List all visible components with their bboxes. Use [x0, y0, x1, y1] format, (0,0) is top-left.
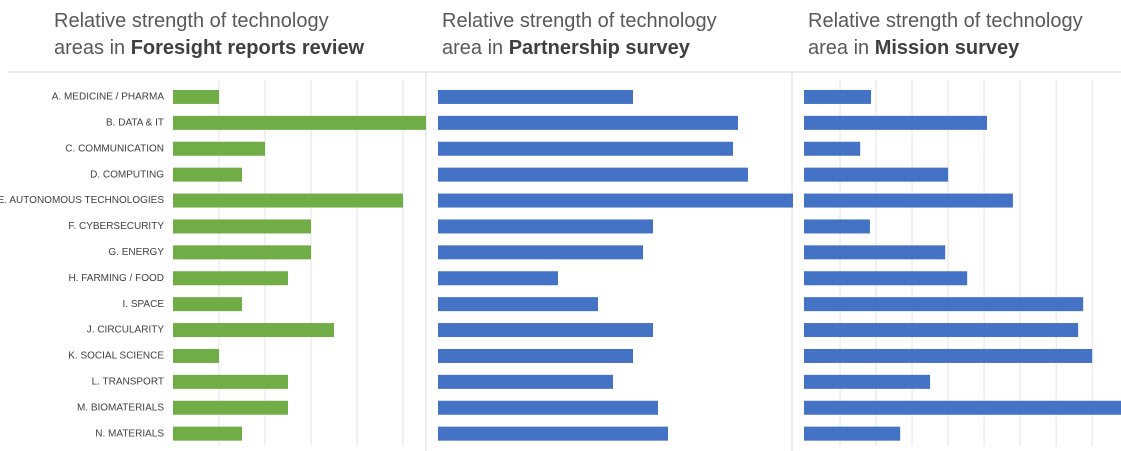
bar — [438, 219, 653, 234]
bar — [438, 323, 653, 338]
bar — [804, 141, 861, 156]
bar — [438, 141, 733, 156]
bar — [804, 426, 901, 441]
bar — [438, 400, 658, 415]
y-tick-label: H. FARMING / FOOD — [68, 273, 164, 284]
bar — [804, 400, 1121, 415]
bar — [804, 271, 968, 286]
chart-title: Relative strength of technology area in … — [808, 8, 1118, 62]
y-tick-label: F. CYBERSECURITY — [68, 221, 164, 232]
bar — [173, 219, 311, 234]
bar — [438, 245, 643, 260]
y-tick-label: L. TRANSPORT — [92, 376, 164, 387]
bar — [804, 167, 949, 182]
y-tick-label: C. COMMUNICATION — [65, 143, 164, 154]
bar — [173, 115, 426, 130]
bar — [438, 426, 668, 441]
bar — [804, 245, 946, 260]
bar — [173, 297, 242, 312]
bar — [438, 89, 633, 104]
bar — [804, 219, 870, 234]
bar — [173, 426, 242, 441]
bar — [173, 400, 288, 415]
bar — [438, 115, 738, 130]
y-tick-label: G. ENERGY — [108, 247, 164, 258]
bar — [804, 323, 1079, 338]
y-tick-label: I. SPACE — [123, 299, 165, 310]
bar — [438, 271, 558, 286]
bar — [173, 89, 219, 104]
title-bold: Partnership survey — [508, 37, 690, 59]
bar — [438, 348, 633, 363]
bar — [804, 193, 1013, 208]
title-text: Relative strength of technology area in — [808, 10, 1083, 59]
bar — [804, 89, 872, 104]
bar — [173, 271, 288, 286]
title-bold: Mission survey — [874, 37, 1020, 59]
y-tick-label: B. DATA & IT — [106, 117, 164, 128]
bar — [438, 193, 793, 208]
bar — [438, 374, 613, 389]
y-tick-label: M. BIOMATERIALS — [77, 402, 164, 413]
y-tick-label: E. AUTONOMOUS TECHNOLOGIES — [0, 195, 164, 206]
bar — [804, 115, 987, 130]
title-bold: Foresight reports review — [130, 37, 365, 59]
bar — [173, 323, 334, 338]
bar — [438, 297, 598, 312]
y-tick-label: J. CIRCULARITY — [87, 325, 165, 336]
bar — [804, 297, 1084, 312]
bar — [173, 141, 265, 156]
bar — [173, 245, 311, 260]
title-text: Relative strength of technology area in — [442, 10, 717, 59]
chart-title: Relative strength of technology areas in… — [54, 8, 384, 62]
y-tick-label: D. COMPUTING — [90, 169, 164, 180]
y-tick-label: A. MEDICINE / PHARMA — [52, 92, 165, 103]
chart-title: Relative strength of technology area in … — [442, 8, 762, 62]
y-tick-label: N. MATERIALS — [95, 428, 164, 439]
bar — [804, 374, 931, 389]
bar — [173, 348, 219, 363]
bar — [173, 167, 242, 182]
y-tick-label: K. SOCIAL SCIENCE — [68, 351, 164, 362]
bar — [438, 167, 748, 182]
title-text: Relative strength of technology areas in — [54, 10, 329, 59]
bar — [173, 193, 403, 208]
bar — [804, 348, 1093, 363]
bar — [173, 374, 288, 389]
